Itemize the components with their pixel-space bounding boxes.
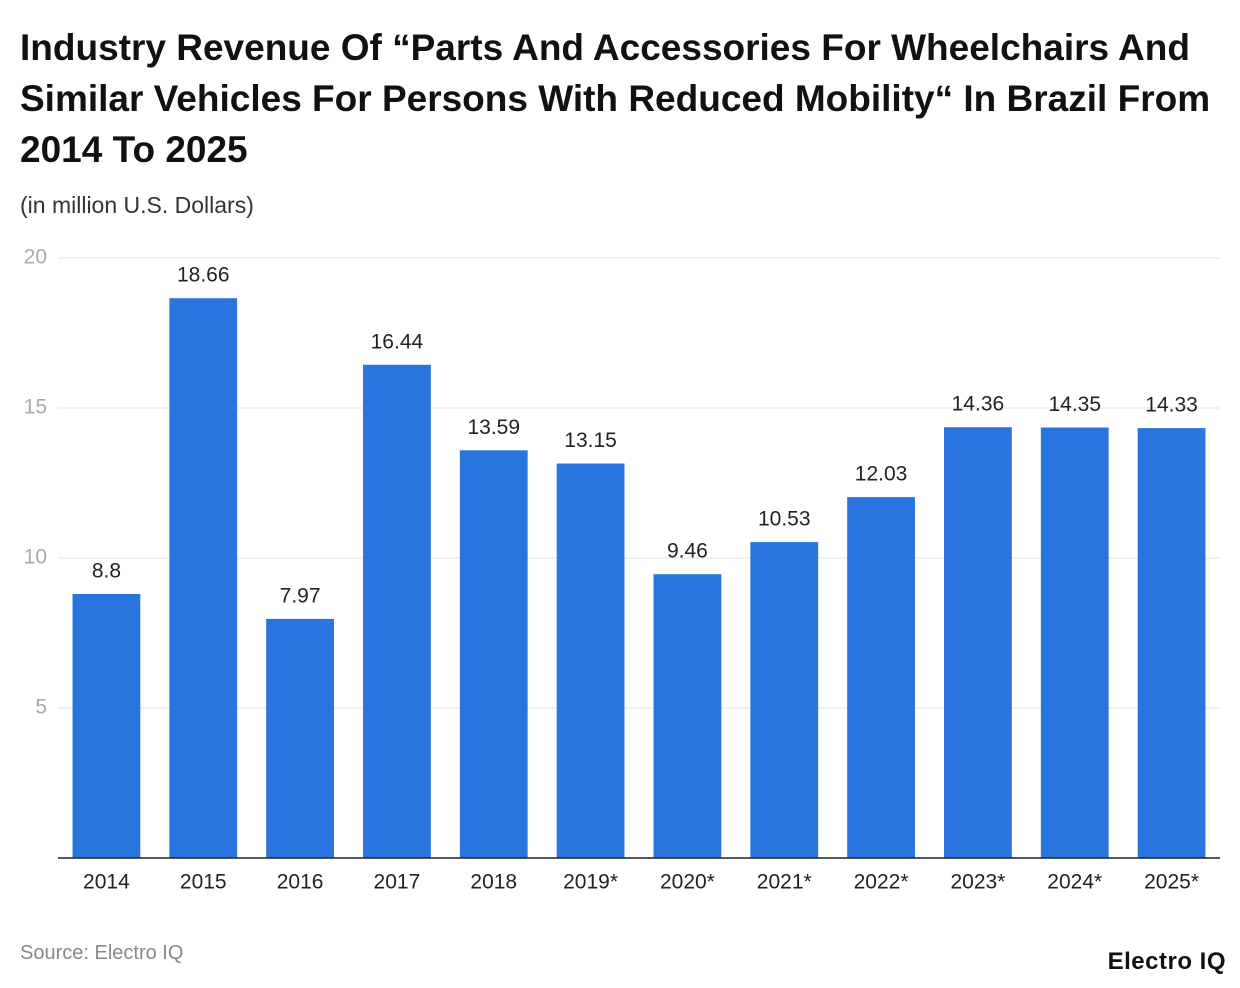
- y-tick-label: 10: [24, 546, 47, 569]
- bar: [653, 574, 722, 858]
- value-label: 13.59: [467, 416, 520, 439]
- x-tick-label: 2019*: [563, 871, 618, 894]
- x-tick-label: 2021*: [757, 871, 812, 894]
- value-label: 8.8: [92, 560, 121, 583]
- bar: [266, 618, 334, 858]
- bar: [1137, 428, 1206, 858]
- y-tick-label: 20: [24, 246, 47, 269]
- y-tick-label: 5: [35, 696, 47, 719]
- x-tick-label: 2018: [470, 871, 517, 894]
- bar: [847, 497, 915, 858]
- x-tick-label: 2015: [180, 871, 227, 894]
- chart-subtitle: (in million U.S. Dollars): [20, 192, 254, 218]
- x-tick-label: 2022*: [854, 871, 909, 894]
- value-label: 14.36: [952, 393, 1005, 416]
- value-label: 16.44: [371, 330, 424, 353]
- value-label: 10.53: [758, 508, 811, 531]
- bar: [169, 298, 238, 858]
- x-tick-label: 2025*: [1144, 871, 1199, 894]
- brand-logo: Electro IQ: [1107, 948, 1226, 975]
- value-label: 14.33: [1145, 394, 1198, 417]
- value-label: 18.66: [177, 264, 230, 287]
- bar: [556, 463, 625, 858]
- value-label: 14.35: [1048, 393, 1101, 416]
- bar: [363, 364, 431, 858]
- bar: [944, 427, 1012, 858]
- x-tick-label: 2023*: [950, 871, 1005, 894]
- chart-title: Industry Revenue Of “Parts And Accessori…: [20, 27, 1211, 170]
- y-tick-label: 15: [24, 396, 47, 419]
- bar: [750, 542, 819, 858]
- source: Source: Electro IQ: [20, 942, 184, 964]
- x-tick-label: 2024*: [1047, 871, 1102, 894]
- bar: [1040, 427, 1109, 858]
- x-tick-label: 2017: [374, 871, 421, 894]
- value-label: 12.03: [855, 463, 908, 486]
- value-label: 9.46: [667, 540, 708, 563]
- bar: [72, 594, 141, 858]
- x-tick-label: 2020*: [660, 871, 715, 894]
- x-tick-label: 2014: [83, 871, 130, 894]
- x-tick-label: 2016: [277, 871, 324, 894]
- bar: [459, 450, 528, 858]
- value-label: 13.15: [564, 429, 617, 452]
- value-label: 7.97: [280, 584, 321, 607]
